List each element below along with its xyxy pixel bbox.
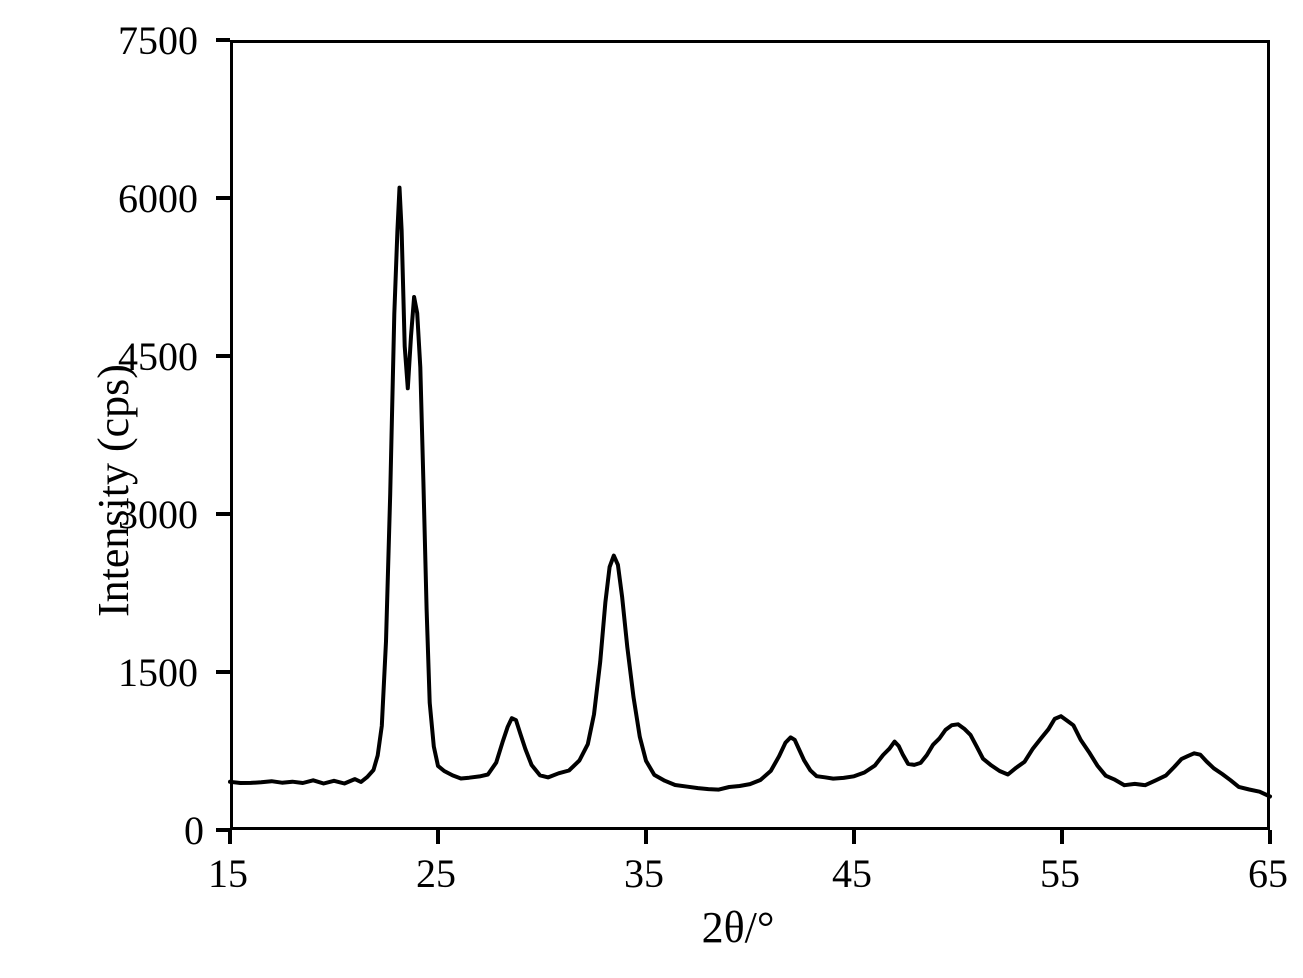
y-tick-mark (216, 670, 230, 674)
y-tick-label: 7500 (118, 17, 198, 64)
x-tick-label: 55 (1040, 850, 1080, 897)
xrd-chart: Intensity (cps) 2θ/° 0150030004500600075… (0, 0, 1303, 978)
x-tick-mark (436, 830, 440, 844)
x-tick-mark (1060, 830, 1064, 844)
x-tick-mark (644, 830, 648, 844)
y-tick-label: 0 (184, 807, 204, 854)
y-tick-label: 6000 (118, 175, 198, 222)
y-tick-label: 4500 (118, 333, 198, 380)
y-tick-mark (216, 512, 230, 516)
x-tick-mark (1268, 830, 1272, 844)
x-tick-label: 65 (1248, 850, 1288, 897)
x-tick-label: 45 (832, 850, 872, 897)
y-tick-mark (216, 38, 230, 42)
x-tick-label: 25 (416, 850, 456, 897)
spectrum-polyline (230, 188, 1270, 797)
x-tick-mark (852, 830, 856, 844)
y-tick-mark (216, 354, 230, 358)
x-tick-label: 15 (208, 850, 248, 897)
x-tick-label: 35 (624, 850, 664, 897)
y-tick-mark (216, 196, 230, 200)
y-tick-label: 3000 (118, 491, 198, 538)
x-tick-mark (228, 830, 232, 844)
y-tick-label: 1500 (118, 649, 198, 696)
